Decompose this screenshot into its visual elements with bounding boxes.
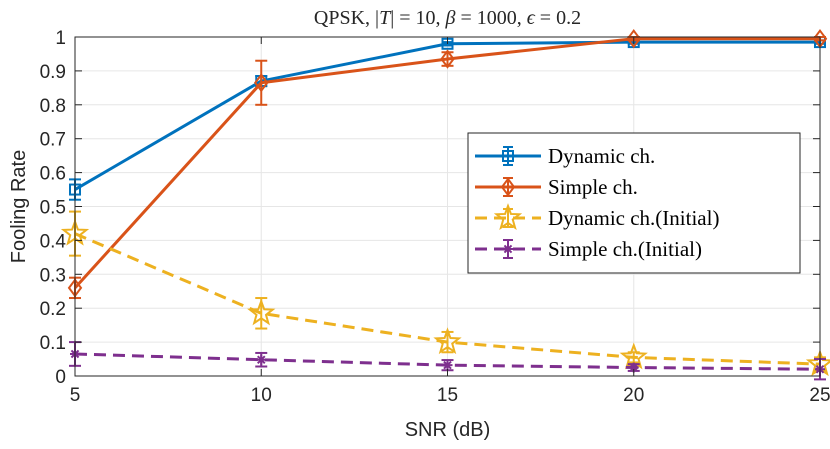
- y-tick-label: 0.1: [40, 333, 66, 354]
- y-tick-label: 0.2: [40, 299, 66, 320]
- data-point: [254, 73, 269, 93]
- series-dynamic-ch-initial: [60, 210, 830, 377]
- y-tick-label: 0.9: [40, 62, 66, 83]
- y-tick-label: 0.7: [40, 130, 66, 151]
- x-tick-label: 20: [623, 385, 644, 406]
- x-tick-label: 25: [809, 385, 830, 406]
- data-point: [433, 327, 462, 355]
- legend: Dynamic ch. Simple ch. Dynamic ch.(Initial…: [467, 132, 801, 274]
- legend-marker: [500, 177, 516, 197]
- x-tick-label: 10: [251, 385, 272, 406]
- y-tick-label: 0.8: [40, 96, 66, 117]
- error-bar: [255, 59, 268, 106]
- legend-entry-simple-ch: Simple ch.: [475, 175, 638, 199]
- legend-marker: [502, 150, 514, 162]
- y-tick-label: 0.5: [40, 198, 66, 219]
- legend-marker: [503, 244, 513, 254]
- y-tick-label: 0.4: [40, 231, 67, 252]
- data-point: [256, 354, 267, 365]
- data-point: [619, 342, 648, 370]
- data-point: [626, 29, 641, 49]
- y-tick-label: 1: [55, 28, 66, 49]
- data-point: [247, 298, 276, 326]
- chart-title: QPSK, |T| = 10, β = 1000, ϵ = 0.2: [314, 7, 581, 29]
- ticks: 5 10 15 20 25 0 0.1 0.2 0.3 0.4 0.5 0.6 0.7 0.8 0.9 1: [40, 28, 830, 406]
- y-tick-label: 0.6: [40, 164, 66, 185]
- legend-label: Dynamic ch.: [548, 144, 655, 168]
- y-axis-label: Fooling Rate: [8, 150, 30, 263]
- data-point: [442, 360, 453, 371]
- y-tick-label: 0: [55, 367, 66, 388]
- data-point: [440, 49, 455, 69]
- legend-label: Simple ch.: [548, 175, 638, 199]
- legend-label: Dynamic ch.(Initial): [548, 206, 719, 230]
- legend-entry-dynamic-ch: Dynamic ch.: [475, 144, 655, 168]
- x-tick-label: 15: [437, 385, 458, 406]
- legend-entry-simple-ch-initial: Simple ch.(Initial): [475, 237, 702, 261]
- x-axis-label: SNR (dB): [405, 419, 491, 441]
- legend-marker: [493, 203, 523, 231]
- y-tick-label: 0.3: [40, 265, 66, 286]
- x-tick-label: 5: [70, 385, 81, 406]
- legend-label: Simple ch.(Initial): [548, 237, 702, 261]
- legend-entry-dynamic-ch-initial: Dynamic ch.(Initial): [475, 203, 719, 231]
